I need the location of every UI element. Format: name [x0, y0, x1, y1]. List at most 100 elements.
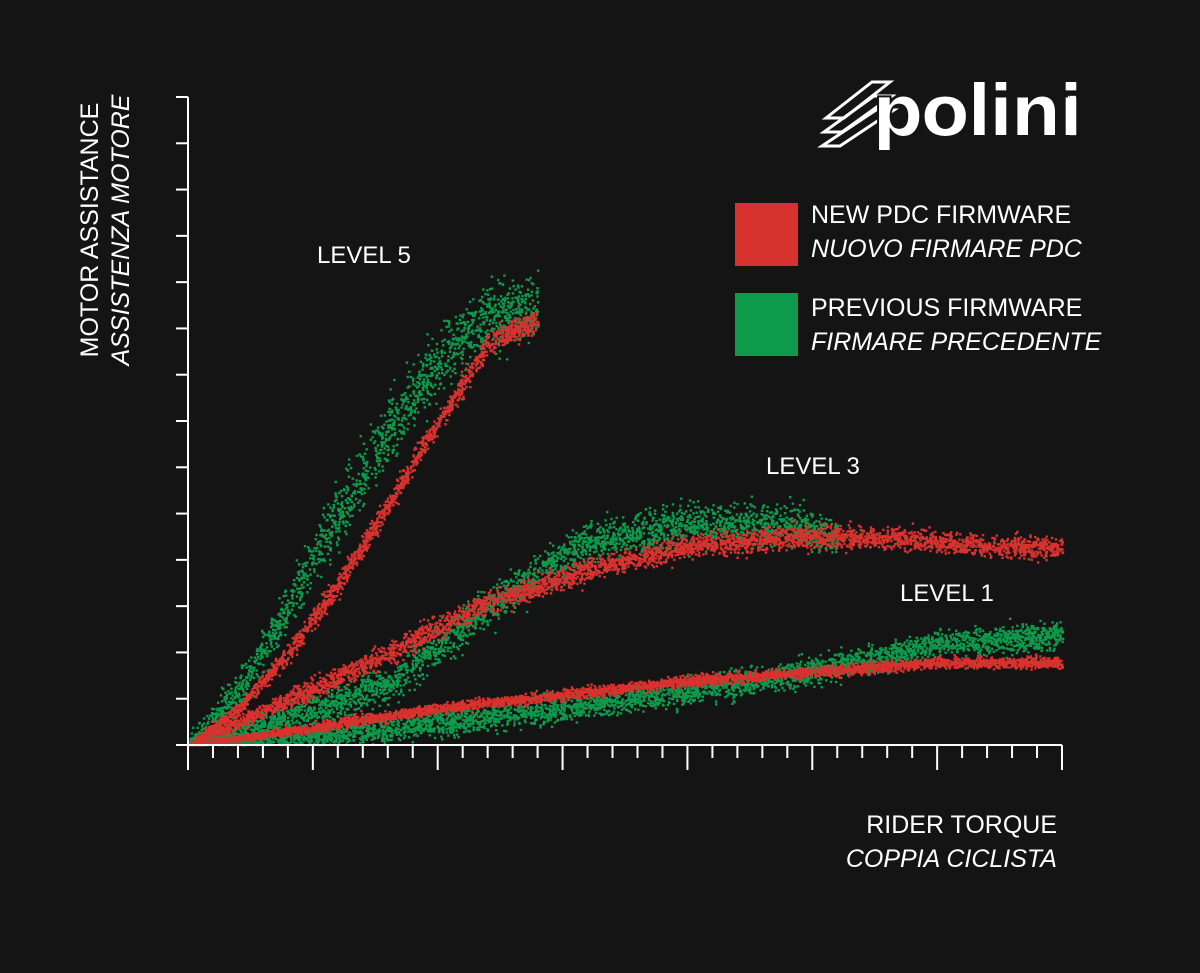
data-point: [317, 540, 320, 544]
data-point: [504, 579, 508, 583]
data-point: [449, 731, 452, 735]
data-point: [745, 540, 749, 543]
data-point: [459, 634, 462, 638]
data-point: [345, 491, 348, 495]
data-point: [484, 335, 488, 339]
data-point: [721, 535, 724, 539]
data-point: [397, 701, 400, 704]
data-point: [418, 654, 421, 657]
data-point: [775, 503, 779, 506]
data-point: [552, 558, 555, 561]
data-point: [292, 714, 296, 718]
data-point: [381, 432, 384, 435]
data-point: [446, 340, 449, 344]
data-point: [292, 579, 296, 582]
data-point: [327, 704, 330, 707]
data-point: [500, 603, 503, 606]
data-point: [308, 568, 312, 571]
data-point: [532, 283, 535, 286]
data-point: [308, 549, 311, 553]
data-point: [251, 670, 254, 673]
data-point: [471, 313, 475, 317]
data-point: [719, 530, 722, 533]
data-point: [744, 521, 748, 525]
data-point: [279, 619, 282, 623]
data-point: [262, 632, 265, 635]
data-point: [462, 329, 466, 332]
data-point: [453, 347, 457, 350]
data-point: [583, 537, 586, 540]
data-point: [416, 398, 420, 401]
data-point: [618, 542, 621, 545]
data-point: [693, 517, 696, 521]
data-point: [474, 329, 478, 332]
data-point: [546, 560, 549, 563]
data-point: [457, 347, 460, 350]
data-point: [332, 504, 335, 507]
data-point: [431, 367, 434, 370]
data-point: [410, 407, 413, 411]
data-point: [379, 682, 383, 685]
data-point: [481, 622, 484, 625]
data-point: [400, 431, 403, 434]
data-point: [226, 683, 230, 686]
data-point: [359, 491, 362, 494]
data-point: [779, 514, 782, 517]
data-point: [479, 611, 483, 615]
data-point: [628, 700, 632, 703]
data-point: [492, 720, 496, 723]
data-point: [340, 693, 343, 697]
data-point: [687, 526, 691, 529]
data-point: [336, 715, 340, 718]
data-point: [227, 700, 231, 704]
data-point: [280, 717, 284, 720]
data-point: [476, 325, 479, 328]
data-point: [514, 296, 517, 299]
data-point: [329, 558, 332, 562]
data-point: [785, 528, 788, 531]
data-point: [619, 533, 622, 536]
data-point: [754, 528, 757, 531]
data-point: [498, 310, 501, 313]
data-point: [272, 648, 276, 651]
data-point: [657, 530, 660, 533]
data-point: [623, 537, 626, 540]
data-point: [816, 544, 819, 547]
data-point: [401, 399, 404, 402]
data-point: [432, 647, 435, 650]
data-point: [320, 706, 323, 710]
data-point: [422, 378, 426, 381]
data-point: [590, 697, 594, 700]
data-point: [331, 518, 334, 522]
data-point: [384, 439, 388, 442]
data-point: [805, 521, 808, 524]
data-point: [362, 442, 365, 445]
data-point: [576, 555, 580, 558]
data-point: [757, 685, 760, 688]
data-point: [216, 701, 220, 704]
data-point: [405, 662, 408, 665]
data-point: [225, 695, 228, 698]
data-point: [383, 414, 386, 417]
data-point: [582, 558, 585, 561]
data-point: [388, 684, 391, 688]
data-point: [282, 610, 286, 613]
data-point: [235, 693, 238, 697]
data-point: [783, 523, 786, 526]
data-point: [385, 697, 389, 700]
data-point: [418, 382, 421, 386]
data-point: [522, 318, 525, 321]
data-point: [529, 586, 532, 589]
data-point: [724, 509, 727, 512]
data-point: [511, 292, 515, 295]
data-point: [585, 536, 589, 539]
data-point: [245, 725, 249, 728]
data-point: [435, 643, 438, 647]
data-point: [229, 702, 232, 706]
data-point: [404, 681, 408, 684]
data-point: [486, 713, 489, 716]
data-point: [705, 524, 708, 527]
data-point: [833, 653, 837, 657]
data-point: [756, 529, 759, 532]
data-point: [277, 620, 281, 623]
